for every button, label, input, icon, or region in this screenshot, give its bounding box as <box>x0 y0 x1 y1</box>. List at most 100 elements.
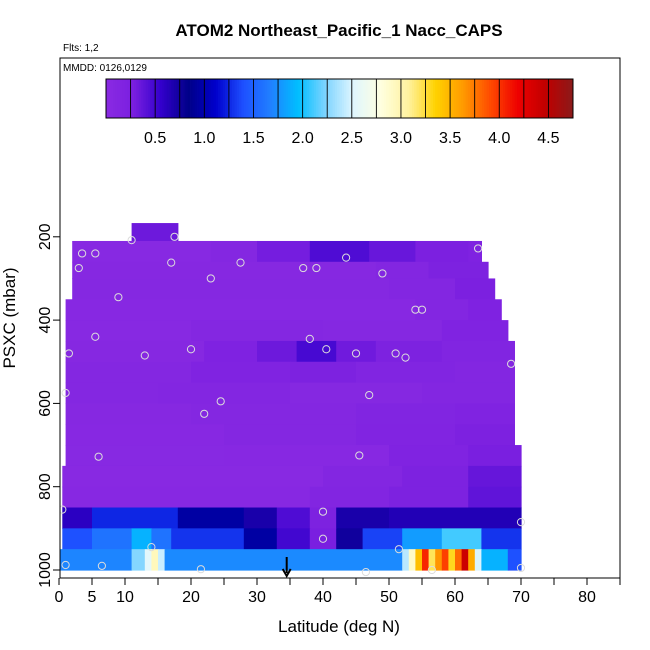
colorbar-swatch <box>516 79 520 118</box>
heatmap-cell <box>336 528 364 550</box>
colorbar-tick-label: 2.5 <box>341 130 363 147</box>
colorbar-swatch <box>369 79 373 118</box>
colorbar-swatch <box>400 79 403 118</box>
heatmap-cell <box>435 549 443 571</box>
colorbar-swatch <box>110 79 114 118</box>
heatmap-cell <box>191 320 324 342</box>
heatmap-cell <box>389 278 456 300</box>
colorbar-swatch <box>486 79 490 118</box>
observation-point <box>97 561 107 570</box>
heatmap-cell <box>158 549 166 571</box>
y-axis-label: PSXC (mbar) <box>0 267 19 368</box>
observation-point <box>114 293 123 302</box>
heatmap-cell <box>62 507 93 529</box>
colorbar: 0.5 1.0 1.5 2.0 2.5 3.0 3.5 4.0 4.5 <box>105 78 574 147</box>
colorbar-tick-label: 3.0 <box>390 130 412 147</box>
arrow-marker <box>281 557 292 579</box>
colorbar-swatch <box>444 79 448 118</box>
colorbar-swatch <box>274 79 277 118</box>
colorbar-swatch <box>120 79 123 118</box>
heatmap-cell <box>461 549 469 571</box>
colorbar-swatch <box>537 79 541 118</box>
colorbar-swatch <box>234 79 238 118</box>
colorbar-swatch <box>430 79 434 118</box>
colorbar-swatch <box>257 79 261 118</box>
observation-point <box>64 349 74 358</box>
observation-point <box>318 534 328 543</box>
colorbar-swatch <box>159 79 163 118</box>
colorbar-swatch <box>395 79 399 118</box>
observation-point <box>167 258 176 267</box>
heatmap-cell <box>224 424 357 446</box>
colorbar-swatch <box>267 79 270 118</box>
colorbar-frame <box>105 78 574 119</box>
heatmap-cell <box>441 320 509 342</box>
colorbar-swatch <box>271 79 275 118</box>
heatmap-cell <box>441 528 482 550</box>
colorbar-swatch <box>197 79 200 118</box>
heatmap-cell <box>375 261 430 280</box>
x-tick-label: 50 <box>380 589 398 606</box>
colorbar-swatch <box>435 79 438 118</box>
plot-frame <box>59 57 621 579</box>
colorbar-swatch <box>449 79 452 118</box>
observation-point <box>305 334 314 343</box>
colorbar-swatch <box>215 79 219 118</box>
colorbar-swatch <box>199 79 203 118</box>
heatmap-cell <box>415 299 469 321</box>
colorbar-swatch <box>376 79 380 118</box>
colorbar-swatch <box>295 79 298 118</box>
colorbar-swatch <box>358 79 361 118</box>
colorbar-swatch <box>327 79 331 118</box>
heatmap-cell <box>309 486 390 509</box>
colorbar-swatch <box>243 79 247 118</box>
colorbar-swatch <box>330 79 333 118</box>
colorbar-swatch <box>386 79 389 118</box>
heatmap-cell <box>323 320 443 342</box>
heatmap-cell <box>296 340 337 363</box>
colorbar-swatch <box>292 79 296 118</box>
y-tick-label: 1000 <box>37 552 54 588</box>
colorbar-swatch <box>514 79 518 118</box>
colorbar-swatch <box>528 79 532 118</box>
colorbar-swatch <box>556 79 560 118</box>
heatmap-cell <box>309 507 337 529</box>
colorbar-swatch <box>260 79 263 118</box>
heatmap-cell <box>389 486 469 509</box>
colorbar-swatch <box>297 79 301 118</box>
y-tick-label: 600 <box>37 390 54 417</box>
observation-point <box>427 565 436 575</box>
y-axis: 200 400 600 800 1000 <box>37 223 60 588</box>
colorbar-swatch <box>418 79 422 118</box>
heatmap-cell <box>336 507 390 529</box>
colorbar-swatch <box>341 79 345 118</box>
colorbar-swatch <box>222 79 226 118</box>
arrow-head <box>281 568 292 579</box>
colorbar-swatch <box>229 79 233 118</box>
observation-point <box>170 232 179 241</box>
colorbar-swatch <box>463 79 466 118</box>
heatmap-cell <box>468 445 522 467</box>
colorbar-swatch <box>246 79 249 118</box>
colorbar-swatch <box>404 79 408 118</box>
colorbar-swatch <box>353 79 357 118</box>
heatmap-cell <box>336 340 377 363</box>
colorbar-swatch <box>318 79 322 118</box>
colorbar-swatch <box>332 79 336 118</box>
colorbar-swatch <box>131 79 135 118</box>
heatmap-cell <box>65 424 225 446</box>
colorbar-swatch <box>451 79 455 118</box>
colorbar-swatch <box>479 79 483 118</box>
colorbar-swatch <box>428 79 431 118</box>
colorbar-swatch <box>491 79 494 118</box>
heatmap-cell <box>65 445 225 467</box>
x-tick-label: 20 <box>182 589 200 606</box>
colorbar-swatch <box>402 79 406 118</box>
colorbar-tick-label: 1.0 <box>193 130 215 147</box>
colorbar-swatch <box>113 79 116 118</box>
heatmap-cell <box>402 549 410 571</box>
heatmap-cell <box>131 528 152 550</box>
heatmap-cell <box>60 549 133 571</box>
colorbar-swatch <box>453 79 457 118</box>
colorbar-swatch <box>495 79 499 118</box>
